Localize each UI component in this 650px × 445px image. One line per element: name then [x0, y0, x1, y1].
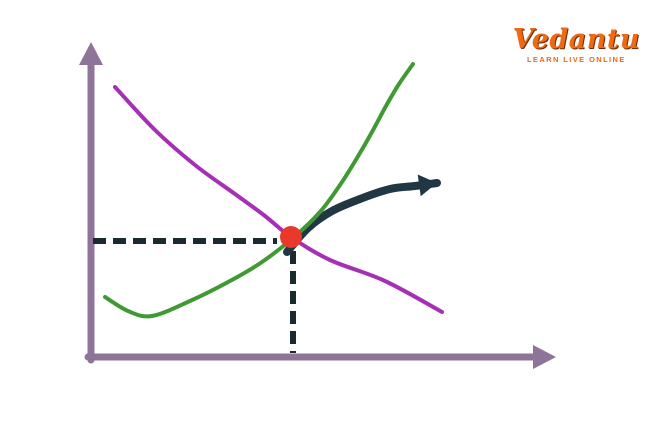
vedantu-brand-text: Vedantu [512, 24, 640, 55]
axes [79, 42, 556, 369]
trend-arrow [283, 179, 441, 256]
vedantu-tagline: LEARN LIVE ONLINE [526, 55, 626, 64]
demand-curve [113, 85, 444, 314]
x-axis-arrowhead [533, 345, 556, 369]
supply-curve [103, 62, 415, 319]
vedantu-logo: Vedantu LEARN LIVE ONLINE [513, 26, 640, 64]
trend-arrow-group [283, 174, 441, 256]
trend-arrow-head [417, 174, 437, 197]
y-axis-arrowhead [79, 42, 103, 65]
equilibrium-point [280, 226, 302, 248]
